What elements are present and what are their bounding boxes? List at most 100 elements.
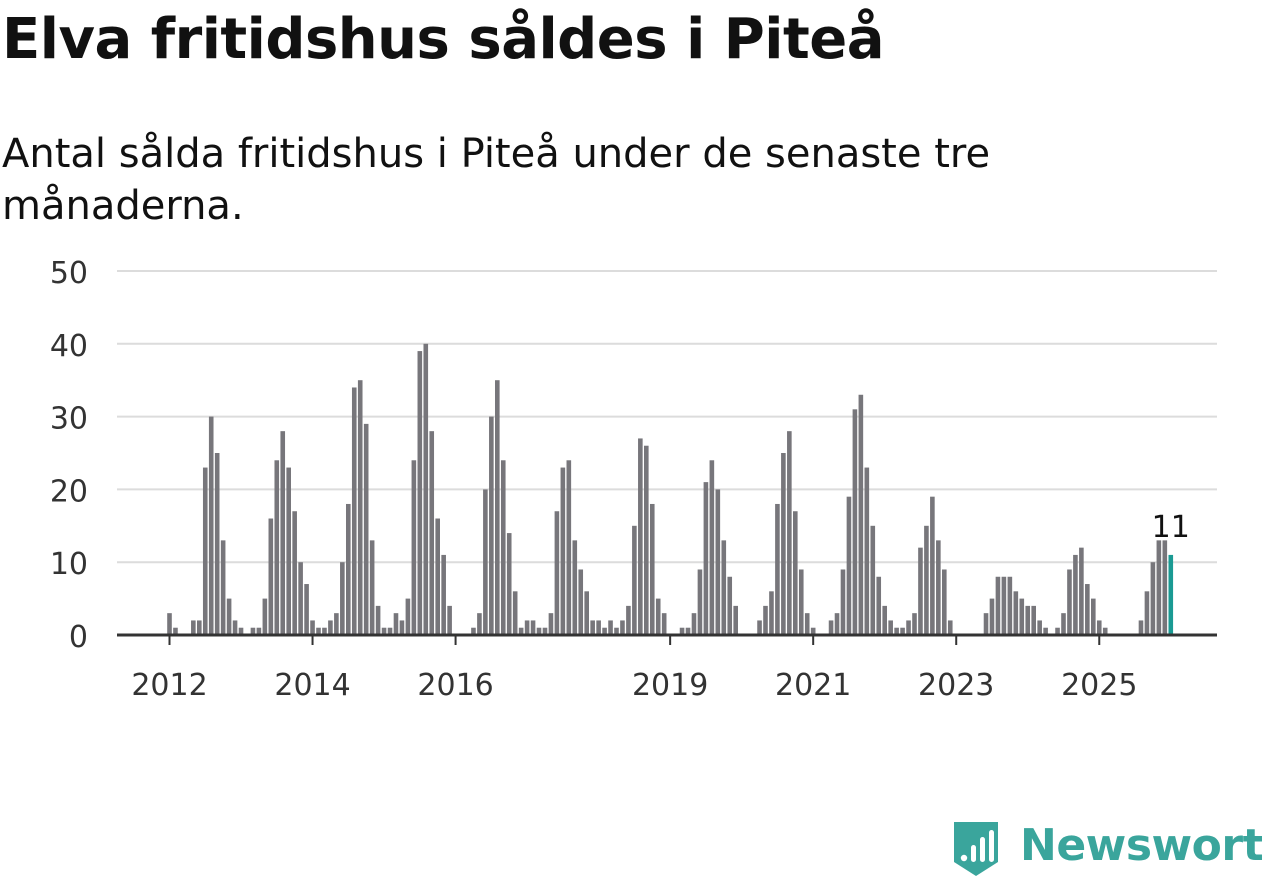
bar: [369, 540, 375, 635]
bar: [608, 620, 613, 635]
bar: [989, 598, 995, 635]
y-tick-label: 40: [50, 329, 88, 364]
bar: [268, 518, 274, 635]
bar: [167, 613, 172, 635]
bar: [566, 460, 572, 635]
bar: [310, 620, 315, 635]
bar: [1037, 620, 1042, 635]
bar: [554, 511, 560, 635]
bar: [489, 416, 494, 635]
bar: [202, 467, 208, 635]
bar: [346, 503, 351, 635]
bar: [351, 387, 357, 635]
bar: [697, 569, 703, 635]
bar: [995, 576, 1001, 635]
bar: [191, 620, 196, 635]
bar: [1025, 605, 1031, 635]
y-tick-label: 10: [50, 547, 88, 582]
x-tick-label: 2023: [918, 668, 994, 703]
bar: [894, 627, 899, 635]
bar: [769, 591, 774, 635]
bar: [1156, 540, 1162, 635]
bar: [649, 503, 655, 635]
bar: [536, 627, 542, 635]
y-tick-label: 30: [50, 402, 88, 437]
bar: [512, 591, 518, 635]
bar: [572, 540, 578, 635]
bar: [495, 380, 500, 635]
bar: [340, 562, 345, 635]
bar: [703, 482, 709, 635]
highlighted-bar: [1168, 554, 1174, 635]
chart-subtitle: Antal sålda fritidshus i Piteå under de …: [2, 131, 991, 229]
newsworthy-logo-icon: [954, 822, 998, 876]
bar: [810, 627, 816, 635]
bar: [727, 576, 733, 635]
bar: [942, 569, 947, 635]
bar: [226, 598, 232, 635]
bar: [1001, 576, 1007, 635]
bar: [173, 627, 178, 635]
y-tick-label: 20: [50, 474, 88, 509]
bar: [1079, 547, 1084, 635]
bar: [578, 569, 584, 635]
bar: [477, 613, 482, 635]
bar: [596, 620, 601, 635]
bar: [912, 613, 917, 635]
bar: [1144, 591, 1150, 635]
bar: [447, 605, 452, 635]
bar: [208, 416, 214, 635]
bar: [1162, 540, 1168, 635]
bar: [661, 613, 667, 635]
bar: [1061, 613, 1066, 635]
bar: [322, 627, 327, 635]
chart-bars: [167, 343, 1174, 635]
bar: [411, 460, 417, 635]
chart-title: Elva fritidshus såldes i Piteå: [2, 7, 885, 72]
bar: [530, 620, 536, 635]
bar: [363, 423, 369, 635]
bar: [798, 569, 804, 635]
x-tick-label: 2012: [131, 668, 207, 703]
bar: [286, 467, 291, 635]
bar: [435, 518, 440, 635]
bar: [548, 613, 554, 635]
bar: [781, 453, 786, 635]
bar: [399, 620, 405, 635]
bar: [888, 620, 893, 635]
bar: [757, 620, 762, 635]
bar: [298, 562, 303, 635]
bar: [787, 431, 792, 635]
bar: [930, 496, 935, 635]
bar: [1073, 554, 1078, 635]
bar: [524, 620, 530, 635]
bar: [387, 627, 393, 635]
bar: [882, 605, 887, 635]
bar: [393, 613, 399, 635]
bar: [405, 598, 411, 635]
bar: [1096, 620, 1102, 635]
bar: [846, 496, 852, 635]
bar: [763, 605, 768, 635]
x-axis: 2012 2014 2016 2019 2021 2023 2025: [131, 635, 1137, 703]
x-tick-label: 2021: [775, 668, 851, 703]
bar: [232, 620, 238, 635]
bar: [334, 613, 339, 635]
bar: [1102, 627, 1108, 635]
chart-annotations: 11: [1152, 510, 1190, 545]
bar: [638, 438, 643, 635]
highlight-value-label: 11: [1152, 510, 1190, 545]
bar: [644, 445, 649, 635]
bar: [858, 394, 864, 635]
bar: [1055, 627, 1060, 635]
bar: [262, 598, 268, 635]
bar: [775, 503, 780, 635]
bar: [417, 351, 423, 635]
bar: [357, 380, 363, 635]
y-tick-label: 0: [69, 620, 88, 655]
x-tick-label: 2016: [417, 668, 493, 703]
bar: [280, 431, 286, 635]
bar: [679, 627, 685, 635]
bar: [1013, 591, 1019, 635]
y-tick-label: 50: [50, 256, 88, 291]
